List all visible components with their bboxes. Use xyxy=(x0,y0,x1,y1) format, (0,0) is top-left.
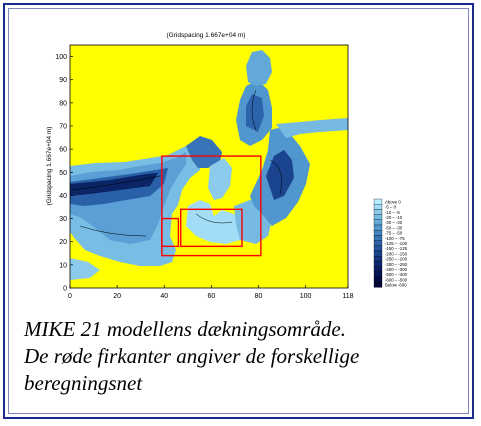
y-tick-label: 70 xyxy=(59,124,67,131)
grid-box-inner-west xyxy=(161,217,180,248)
y-tick-label: 10 xyxy=(59,262,67,269)
depth-legend: Above 0-5 – 0-10 – -5-20 – -10-30 – -20-… xyxy=(373,198,408,288)
legend-swatch xyxy=(373,250,383,257)
legend-label: -20 – -10 xyxy=(385,215,403,220)
baltic-deep xyxy=(266,150,294,200)
legend-swatch xyxy=(373,214,383,220)
legend-swatch xyxy=(373,198,383,205)
caption-line: De røde firkanter angiver de forskellige xyxy=(24,344,360,368)
legend-label: -400 – -300 xyxy=(385,267,408,272)
norwegian-trench xyxy=(70,173,158,196)
y-tick-label: 0 xyxy=(63,286,67,293)
legend-label: -125 – -100 xyxy=(385,241,408,246)
legend-swatch xyxy=(373,204,383,210)
legend-label: -500 – -400 xyxy=(385,272,408,277)
legend-swatch xyxy=(373,230,383,236)
y-tick-label: 60 xyxy=(59,147,67,154)
bothnian-deep xyxy=(246,94,264,132)
x-tick-label: 20 xyxy=(113,293,121,300)
legend-label: -30 – -20 xyxy=(385,220,403,225)
legend-label: -10 – -5 xyxy=(385,210,400,215)
y-axis-label: (Gridspacing 1.667e+04 m) xyxy=(46,127,53,206)
legend-swatch xyxy=(373,271,383,278)
y-tick-label: 20 xyxy=(59,239,67,246)
contour-line xyxy=(251,89,257,131)
gulf-of-finland xyxy=(276,118,348,138)
caption-line: beregningsnet xyxy=(24,371,143,395)
legend-label: -250 – -200 xyxy=(385,257,408,262)
y-tick-label: 30 xyxy=(59,216,67,223)
caption-line: MIKE 21 modellens dækningsområde. xyxy=(24,317,346,341)
y-tick-label: 100 xyxy=(55,54,67,61)
legend-label: Above 0 xyxy=(385,199,401,204)
legend-swatch xyxy=(373,276,383,283)
legend-label: -200 – -150 xyxy=(385,251,408,256)
legend-label: -600 – -500 xyxy=(385,277,408,282)
legend-label: -50 – -30 xyxy=(385,225,403,230)
legend-label: -150 – -125 xyxy=(385,246,408,251)
legend-swatch xyxy=(373,266,383,272)
legend-swatch xyxy=(373,209,383,215)
chart-title: (Gridspacing 1.667e+04 m) xyxy=(167,32,246,39)
x-tick-label: 60 xyxy=(207,293,215,300)
x-tick-label: 0 xyxy=(68,293,72,300)
x-tick-label: 40 xyxy=(160,293,168,300)
legend-swatch xyxy=(373,224,383,231)
legend-label: -5 – 0 xyxy=(385,205,397,210)
grid-box-middle xyxy=(180,208,243,248)
contour-line xyxy=(79,225,147,237)
legend-label: Below -600 xyxy=(385,283,407,288)
legend-swatch xyxy=(373,261,383,267)
computation-grids xyxy=(161,155,262,257)
legend-label: -300 – -250 xyxy=(385,262,408,267)
y-tick-label: 90 xyxy=(59,77,67,84)
y-axis: 0 10 20 30 40 50 60 70 80 90 100 xyxy=(55,54,73,293)
contour-line xyxy=(71,175,161,191)
kattegat xyxy=(208,158,232,200)
legend-swatch xyxy=(373,282,383,288)
sea-layer xyxy=(70,50,348,280)
legend-swatch xyxy=(373,256,383,262)
grid-box-outer xyxy=(161,155,262,257)
y-tick-label: 40 xyxy=(59,193,67,200)
depth-contours xyxy=(71,89,282,237)
x-axis: 0 20 40 60 80 100 118 xyxy=(68,285,354,300)
legend-swatch xyxy=(373,219,383,226)
x-tick-label: 80 xyxy=(255,293,263,300)
contour-line xyxy=(269,159,282,195)
plot-frame xyxy=(69,44,349,289)
figure-caption: MIKE 21 modellens dækningsområde. De rød… xyxy=(24,316,464,397)
figure-inner-border xyxy=(8,8,469,414)
legend-label: -75 – -50 xyxy=(385,231,403,236)
skagerrak xyxy=(186,136,222,168)
legend-swatch xyxy=(373,245,383,252)
legend-label: -100 – -75 xyxy=(385,236,405,241)
x-tick-label: 100 xyxy=(300,293,312,300)
english-channel xyxy=(70,258,100,280)
x-tick-label: 118 xyxy=(342,293,353,300)
legend-swatch xyxy=(373,240,383,246)
legend-swatch xyxy=(373,235,383,241)
contour-line xyxy=(195,213,233,224)
y-tick-label: 80 xyxy=(59,100,67,107)
bothnian-bay xyxy=(246,50,272,86)
y-tick-label: 50 xyxy=(59,170,67,177)
